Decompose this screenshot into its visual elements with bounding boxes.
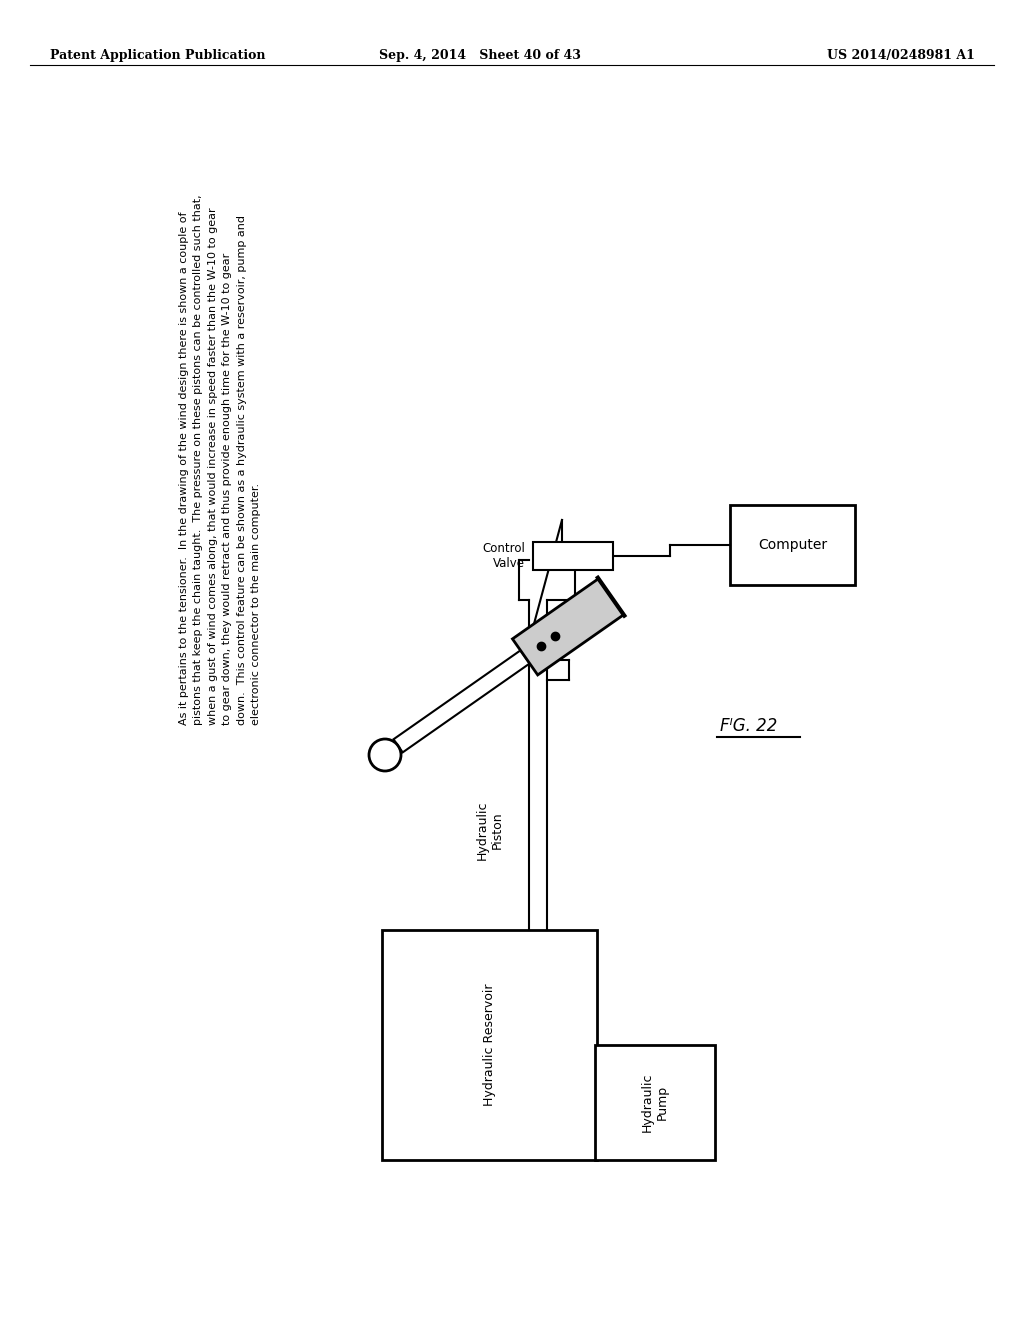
Bar [534, 543, 613, 570]
Text: Hydraulic Reservoir: Hydraulic Reservoir [483, 983, 496, 1106]
Bar [382, 931, 597, 1160]
Text: Hydraulic
Pump: Hydraulic Pump [641, 1073, 669, 1133]
Text: Patent Application Publication: Patent Application Publication [50, 49, 265, 62]
Text: Control
Valve: Control Valve [482, 543, 525, 570]
Text: As it pertains to the tensioner.  In the drawing of the wind design there is sho: As it pertains to the tensioner. In the … [179, 194, 261, 725]
Text: Sep. 4, 2014   Sheet 40 of 43: Sep. 4, 2014 Sheet 40 of 43 [379, 49, 581, 62]
Polygon shape [393, 651, 529, 752]
Bar [595, 1045, 715, 1160]
Polygon shape [512, 578, 624, 675]
Text: US 2014/0248981 A1: US 2014/0248981 A1 [827, 49, 975, 62]
Bar [730, 506, 855, 585]
Text: Hydraulic
Piston: Hydraulic Piston [476, 800, 504, 859]
Text: Computer: Computer [758, 539, 827, 552]
Text: FᴵG. 22: FᴵG. 22 [720, 717, 777, 735]
